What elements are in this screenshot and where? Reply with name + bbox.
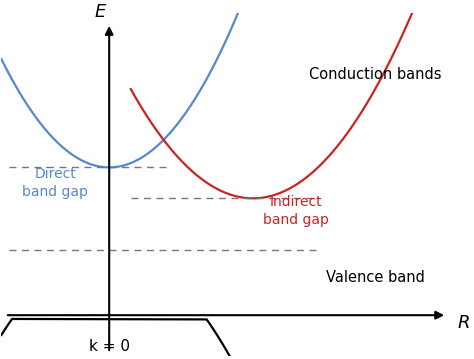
Text: k = 0: k = 0 xyxy=(89,339,130,354)
Text: Direct
band gap: Direct band gap xyxy=(22,167,88,199)
Text: E: E xyxy=(95,3,106,21)
Text: Valence band: Valence band xyxy=(326,270,425,285)
Text: R: R xyxy=(458,314,470,332)
Text: Conduction bands: Conduction bands xyxy=(309,67,441,82)
Text: Indirect
band gap: Indirect band gap xyxy=(263,195,329,227)
